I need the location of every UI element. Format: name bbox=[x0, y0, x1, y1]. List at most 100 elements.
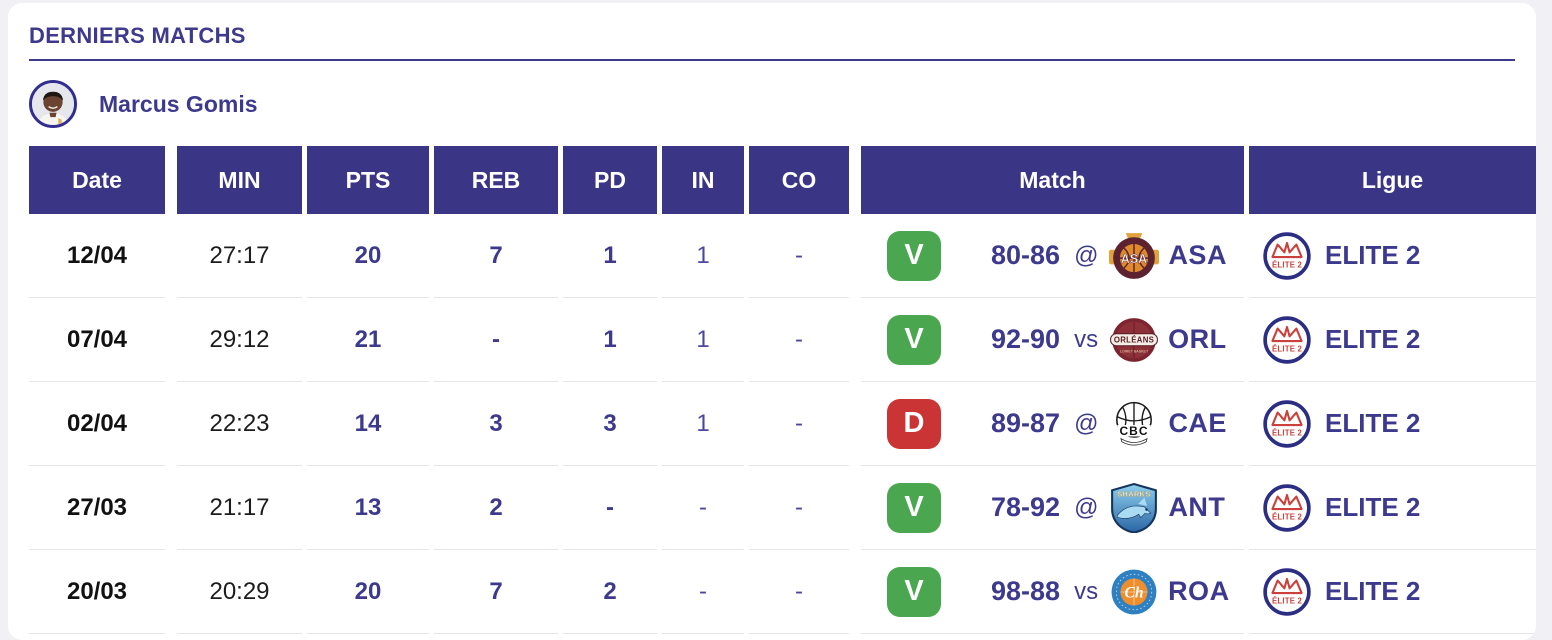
assists-cell: 2 bbox=[563, 550, 657, 634]
orleans-logo-icon: ORLÉANS LOIRET BASKET bbox=[1109, 315, 1159, 365]
opponent-code: ORL bbox=[1168, 324, 1227, 354]
column-header-in: IN bbox=[662, 146, 744, 214]
derniers-matchs-card: DERNIERS MATCHS Marcus Gomis Date MIN bbox=[8, 3, 1536, 640]
column-header-min: MIN bbox=[177, 146, 302, 214]
rebounds-cell: - bbox=[434, 298, 558, 382]
svg-text:ÉLITE 2: ÉLITE 2 bbox=[1272, 260, 1303, 269]
points-cell: 21 bbox=[307, 298, 429, 382]
ligue-cell: ÉLITE 2 ELITE 2 bbox=[1249, 214, 1536, 298]
ligue-name: ELITE 2 bbox=[1325, 576, 1421, 606]
minutes-cell: 21:17 bbox=[177, 466, 302, 550]
svg-text:ÉLITE 2: ÉLITE 2 bbox=[1272, 428, 1303, 437]
svg-text:ORLÉANS: ORLÉANS bbox=[1114, 335, 1154, 344]
opponent-code: ROA bbox=[1168, 576, 1230, 606]
svg-text:CBC: CBC bbox=[1120, 423, 1149, 437]
column-header-co: CO bbox=[749, 146, 849, 214]
svg-text:LOIRET BASKET: LOIRET BASKET bbox=[1120, 349, 1149, 353]
blocks-cell: - bbox=[749, 550, 849, 634]
match-cell: V 98-88 vs Ch ROA bbox=[861, 550, 1244, 634]
column-header-match: Match bbox=[861, 146, 1244, 214]
minutes-cell: 27:17 bbox=[177, 214, 302, 298]
points-cell: 13 bbox=[307, 466, 429, 550]
win-badge: V bbox=[887, 230, 941, 281]
svg-text:Ch: Ch bbox=[1125, 584, 1144, 601]
match-cell: V 92-90 vs ORLÉANS LOIRET BASKET O bbox=[861, 298, 1244, 382]
last-matches-table: Date MIN PTS REB PD IN CO Match Ligue 12… bbox=[29, 146, 1536, 634]
venue-indicator: vs bbox=[1074, 325, 1099, 353]
table-header-row: Date MIN PTS REB PD IN CO Match Ligue bbox=[29, 146, 1536, 214]
match-row[interactable]: 27/03 21:17 13 2 - - - V 78-92 @ bbox=[29, 466, 1536, 550]
points-cell: 20 bbox=[307, 550, 429, 634]
venue-indicator: @ bbox=[1074, 241, 1099, 269]
svg-text:ÉLITE 2: ÉLITE 2 bbox=[1272, 512, 1303, 521]
venue-indicator: vs bbox=[1074, 577, 1099, 605]
player-row[interactable]: Marcus Gomis bbox=[29, 80, 1536, 128]
elite2-logo-icon: ÉLITE 2 bbox=[1262, 399, 1312, 449]
match-score: 80-86 bbox=[991, 240, 1061, 270]
date-cell: 27/03 bbox=[29, 466, 165, 550]
asa-logo-icon: ASA bbox=[1109, 231, 1160, 281]
blocks-cell: - bbox=[749, 466, 849, 550]
win-badge: V bbox=[887, 566, 941, 617]
elite2-logo-icon: ÉLITE 2 bbox=[1262, 483, 1312, 533]
ligue-cell: ÉLITE 2 ELITE 2 bbox=[1249, 298, 1536, 382]
svg-text:SHARKS: SHARKS bbox=[1118, 489, 1151, 498]
ligue-cell: ÉLITE 2 ELITE 2 bbox=[1249, 382, 1536, 466]
rebounds-cell: 7 bbox=[434, 550, 558, 634]
player-name: Marcus Gomis bbox=[99, 90, 258, 117]
opponent-code: ASA bbox=[1168, 240, 1227, 270]
steals-cell: 1 bbox=[662, 214, 744, 298]
elite2-logo-icon: ÉLITE 2 bbox=[1262, 567, 1312, 617]
opponent-code: ANT bbox=[1168, 492, 1226, 522]
svg-text:ÉLITE 2: ÉLITE 2 bbox=[1272, 596, 1303, 605]
date-cell: 12/04 bbox=[29, 214, 165, 298]
svg-text:ÉLITE 2: ÉLITE 2 bbox=[1272, 344, 1303, 353]
ligue-cell: ÉLITE 2 ELITE 2 bbox=[1249, 466, 1536, 550]
match-score: 78-92 bbox=[991, 492, 1061, 522]
points-cell: 20 bbox=[307, 214, 429, 298]
roanne-logo-icon: Ch bbox=[1109, 567, 1159, 617]
minutes-cell: 20:29 bbox=[177, 550, 302, 634]
match-cell: V 78-92 @ SHARKS bbox=[861, 466, 1244, 550]
elite2-logo-icon: ÉLITE 2 bbox=[1262, 231, 1312, 281]
match-cell: D 89-87 @ CBC CAE bbox=[861, 382, 1244, 466]
player-avatar-icon bbox=[29, 80, 77, 128]
points-cell: 14 bbox=[307, 382, 429, 466]
venue-indicator: @ bbox=[1074, 409, 1099, 437]
antibes-sharks-logo-icon: SHARKS bbox=[1109, 482, 1159, 533]
steals-cell: - bbox=[662, 466, 744, 550]
assists-cell: 1 bbox=[563, 214, 657, 298]
column-header-date: Date bbox=[29, 146, 165, 214]
blocks-cell: - bbox=[749, 298, 849, 382]
match-score: 89-87 bbox=[991, 408, 1061, 438]
date-cell: 20/03 bbox=[29, 550, 165, 634]
elite2-logo-icon: ÉLITE 2 bbox=[1262, 315, 1312, 365]
title-divider bbox=[29, 59, 1515, 61]
caen-cbc-logo-icon: CBC bbox=[1109, 399, 1159, 449]
loss-badge: D bbox=[887, 398, 941, 449]
win-badge: V bbox=[887, 314, 941, 365]
match-row[interactable]: 12/04 27:17 20 7 1 1 - V 80-86 @ bbox=[29, 214, 1536, 298]
svg-text:ASA: ASA bbox=[1121, 251, 1147, 265]
venue-indicator: @ bbox=[1074, 493, 1099, 521]
rebounds-cell: 3 bbox=[434, 382, 558, 466]
steals-cell: 1 bbox=[662, 298, 744, 382]
match-row[interactable]: 02/04 22:23 14 3 3 1 - D 89-87 @ bbox=[29, 382, 1536, 466]
match-row[interactable]: 20/03 20:29 20 7 2 - - V 98-88 vs bbox=[29, 550, 1536, 634]
rebounds-cell: 2 bbox=[434, 466, 558, 550]
blocks-cell: - bbox=[749, 382, 849, 466]
ligue-name: ELITE 2 bbox=[1325, 324, 1421, 354]
ligue-name: ELITE 2 bbox=[1325, 408, 1421, 438]
ligue-cell: ÉLITE 2 ELITE 2 bbox=[1249, 550, 1536, 634]
section-title: DERNIERS MATCHS bbox=[29, 23, 246, 48]
ligue-name: ELITE 2 bbox=[1325, 492, 1421, 522]
ligue-name: ELITE 2 bbox=[1325, 240, 1421, 270]
match-score: 98-88 bbox=[991, 576, 1061, 606]
minutes-cell: 22:23 bbox=[177, 382, 302, 466]
match-score: 92-90 bbox=[991, 324, 1061, 354]
match-row[interactable]: 07/04 29:12 21 - 1 1 - V 92-90 vs bbox=[29, 298, 1536, 382]
assists-cell: 1 bbox=[563, 298, 657, 382]
date-cell: 07/04 bbox=[29, 298, 165, 382]
steals-cell: - bbox=[662, 550, 744, 634]
column-header-reb: REB bbox=[434, 146, 558, 214]
